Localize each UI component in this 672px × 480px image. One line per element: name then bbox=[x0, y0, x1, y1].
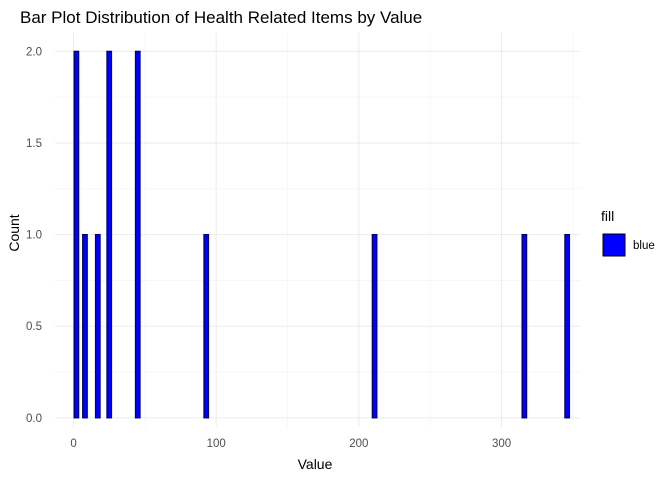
y-tick-label: 1.0 bbox=[26, 230, 42, 242]
x-tick-label: 300 bbox=[492, 438, 511, 450]
legend-label: blue bbox=[633, 240, 655, 252]
legend-key-swatch bbox=[602, 233, 626, 257]
y-tick-label: 1.5 bbox=[26, 138, 42, 150]
bar bbox=[73, 50, 80, 419]
bar bbox=[203, 233, 210, 419]
x-axis-ticks: 0 100 200 300 bbox=[70, 438, 511, 450]
grid bbox=[55, 33, 580, 427]
y-tick-label: 2.0 bbox=[26, 46, 42, 58]
x-axis-title: Value bbox=[298, 456, 333, 472]
chart-title: Bar Plot Distribution of Health Related … bbox=[20, 8, 422, 27]
y-tick-label: 0.5 bbox=[26, 321, 42, 333]
y-axis-title: Count bbox=[6, 214, 22, 251]
legend: fill blue bbox=[601, 208, 655, 257]
y-axis-ticks: 0.0 0.5 1.0 1.5 2.0 bbox=[26, 46, 42, 425]
bar bbox=[371, 233, 378, 419]
bars bbox=[73, 50, 571, 419]
bar bbox=[564, 233, 571, 419]
bar bbox=[106, 50, 113, 419]
x-tick-label: 0 bbox=[70, 438, 76, 450]
bar bbox=[94, 233, 101, 419]
x-tick-label: 100 bbox=[207, 438, 226, 450]
bar bbox=[82, 233, 88, 419]
bar bbox=[521, 233, 528, 419]
y-tick-label: 0.0 bbox=[26, 413, 42, 425]
bar bbox=[134, 50, 141, 419]
legend-title: fill bbox=[601, 208, 614, 224]
x-tick-label: 200 bbox=[349, 438, 368, 450]
